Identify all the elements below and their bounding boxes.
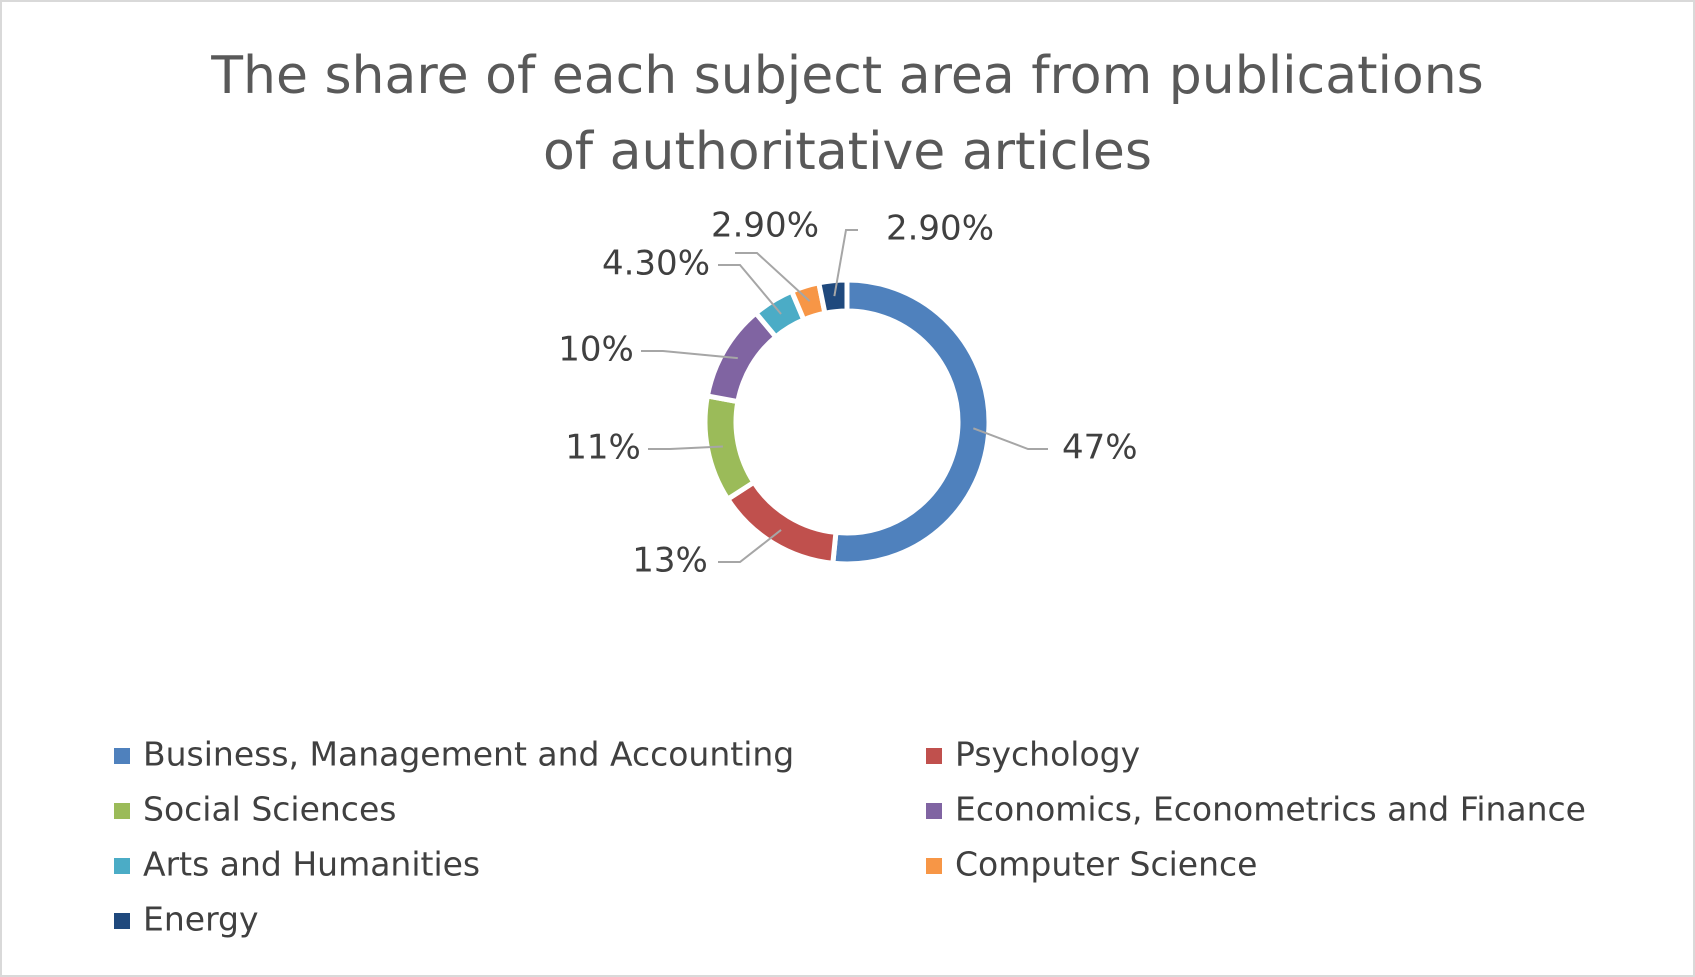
legend-swatch: [926, 803, 942, 819]
data-label: 13%: [632, 541, 708, 581]
legend-label: Arts and Humanities: [143, 845, 480, 884]
leader-line: [972, 427, 1048, 450]
legend-swatch: [926, 748, 942, 764]
data-label: 11%: [565, 428, 641, 468]
data-label: 4.30%: [602, 244, 710, 284]
data-label: 2.90%: [886, 209, 994, 249]
leader-line: [718, 529, 782, 563]
leader-line: [718, 264, 782, 315]
data-label: 2.90%: [711, 206, 819, 246]
chart-title: The share of each subject area from publ…: [211, 46, 1484, 182]
legend-swatch: [114, 913, 130, 929]
donut-slice: [830, 277, 992, 567]
legend-swatch: [114, 748, 130, 764]
legend-label: Social Sciences: [143, 790, 396, 829]
donut-slice: [815, 277, 850, 317]
data-label: 47%: [1062, 428, 1138, 468]
legend-label: Economics, Econometrics and Finance: [955, 790, 1586, 829]
data-label: 10%: [558, 330, 634, 370]
legend-label: Energy: [143, 900, 259, 939]
legend-swatch: [114, 803, 130, 819]
legend-label: Psychology: [955, 735, 1140, 774]
legend-swatch: [114, 858, 130, 874]
legend-label: Computer Science: [955, 845, 1257, 884]
legend-swatch: [926, 858, 942, 874]
leader-line: [648, 445, 723, 450]
leader-line: [735, 252, 811, 302]
leader-line: [641, 350, 738, 360]
leader-line: [833, 229, 858, 297]
legend-label: Business, Management and Accounting: [143, 735, 794, 774]
